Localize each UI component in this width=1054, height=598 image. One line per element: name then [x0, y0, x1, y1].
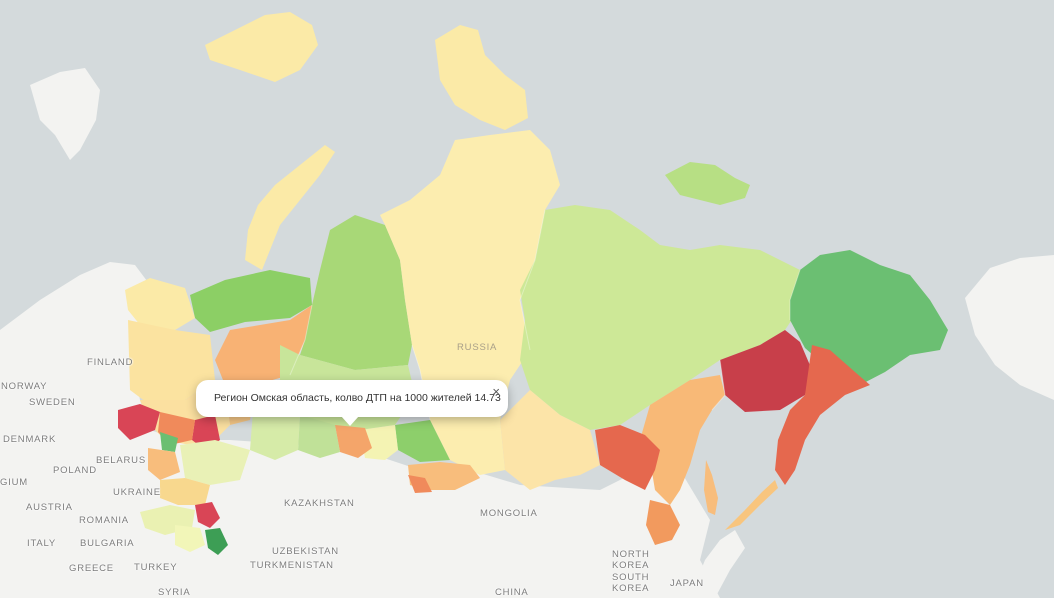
label-russia: RUSSIA — [457, 342, 498, 353]
label-italy: ITALY — [27, 538, 56, 549]
region-bryansk[interactable] — [160, 432, 178, 452]
region-krasnodar[interactable] — [175, 525, 205, 552]
region-amur[interactable] — [595, 425, 660, 490]
label-kazakhstan: KAZAKHSTAN — [284, 498, 355, 509]
region-kursk[interactable] — [148, 448, 180, 480]
label-turkey: TURKEY — [134, 562, 178, 573]
region-leningrad[interactable] — [118, 404, 160, 440]
region-irkutsk[interactable] — [500, 390, 600, 490]
label-romania: ROMANIA — [79, 515, 129, 526]
label-north-korea-line2: KOREA — [612, 560, 650, 571]
region-dagestan[interactable] — [205, 528, 228, 555]
tooltip-pointer — [341, 416, 359, 426]
label-austria: AUSTRIA — [26, 502, 73, 513]
region-kuril[interactable] — [725, 480, 778, 530]
label-belgium: GIUM — [0, 477, 29, 488]
label-bulgaria: BULGARIA — [80, 538, 135, 549]
region-sakhalin[interactable] — [704, 460, 718, 515]
label-china: CHINA — [495, 587, 529, 598]
close-icon[interactable]: × — [492, 384, 500, 399]
label-syria: SYRIA — [158, 587, 191, 598]
region-khabarovsk[interactable] — [640, 375, 725, 505]
region-omsk[interactable] — [335, 425, 372, 458]
region-volga[interactable] — [180, 440, 250, 485]
label-finland: FINLAND — [87, 357, 134, 368]
region-primorye[interactable] — [646, 500, 680, 545]
region-south-volga[interactable] — [160, 478, 210, 505]
region-novaya-zemlya[interactable] — [245, 145, 335, 270]
region-arkhangelsk[interactable] — [190, 270, 312, 332]
label-ukraine: UKRAINE — [113, 487, 161, 498]
label-north-korea-line1: NORTH — [612, 549, 650, 560]
tooltip-text: Регион Омская область, колво ДТП на 1000… — [214, 392, 501, 404]
region-altai-south[interactable] — [408, 475, 432, 493]
region-stavropol[interactable] — [195, 502, 220, 528]
region-yamal[interactable] — [300, 215, 412, 370]
label-mongolia: MONGOLIA — [480, 508, 538, 519]
region-tyumen[interactable] — [298, 415, 340, 458]
label-japan: JAPAN — [670, 578, 704, 589]
region-murmansk[interactable] — [125, 278, 195, 330]
label-south-korea-line2: KOREA — [612, 583, 650, 594]
region-novosibirsk[interactable] — [360, 425, 398, 460]
label-belarus: BELARUS — [96, 455, 146, 466]
label-denmark: DENMARK — [3, 434, 57, 445]
region-yakutia[interactable] — [520, 205, 805, 430]
region-karelia[interactable] — [128, 320, 215, 405]
label-uzbekistan: UZBEKISTAN — [272, 546, 339, 557]
label-turkmenistan: TURKMENISTAN — [250, 560, 334, 571]
label-south-korea-line1: SOUTH — [612, 572, 650, 583]
region-new-siberian-islands[interactable] — [665, 162, 750, 205]
label-sweden: SWEDEN — [29, 397, 76, 408]
region-tooltip: Регион Омская область, колво ДТП на 1000… — [196, 380, 508, 426]
label-norway: NORWAY — [1, 381, 48, 392]
region-severnaya-zemlya[interactable] — [435, 25, 528, 130]
label-poland: POLAND — [53, 465, 97, 476]
region-tomsk[interactable] — [395, 420, 450, 462]
region-kamchatka[interactable] — [775, 345, 870, 485]
region-magadan[interactable] — [720, 330, 812, 412]
label-greece: GREECE — [69, 563, 114, 574]
region-franz-josef-land[interactable] — [205, 12, 318, 82]
